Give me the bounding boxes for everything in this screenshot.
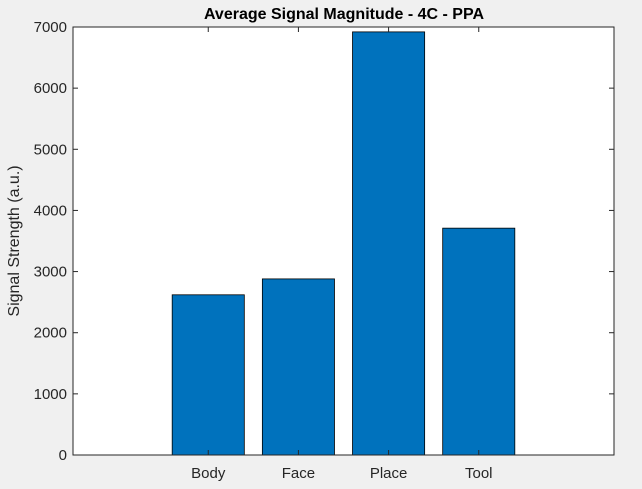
plot-area [73,27,614,455]
x-ticks-group: Body Face Place Tool [191,27,493,482]
bar-face [261,278,335,456]
y-ticks-group: 0 1000 2000 3000 4000 5000 6000 7000 [34,19,614,464]
y-tick-label: 7000 [34,19,67,36]
bar-tool [442,227,516,456]
y-tick-label: 4000 [34,202,67,219]
plot-frame [72,26,615,456]
y-tick-label: 0 [59,447,67,464]
bar-body [171,294,245,456]
bar-place [352,31,426,456]
x-tick-label: Tool [465,465,493,482]
y-axis-label: Signal Strength (a.u.) [6,165,23,316]
y-tick-label: 6000 [34,80,67,97]
x-tick-label: Place [370,465,408,482]
chart-title: Average Signal Magnitude - 4C - PPA [204,6,484,23]
y-tick-label: 5000 [34,141,67,158]
x-tick-label: Face [282,465,315,482]
y-tick-label: 3000 [34,264,67,281]
x-tick-label: Body [191,465,226,482]
y-tick-label: 2000 [34,325,67,342]
y-tick-label: 1000 [34,386,67,403]
